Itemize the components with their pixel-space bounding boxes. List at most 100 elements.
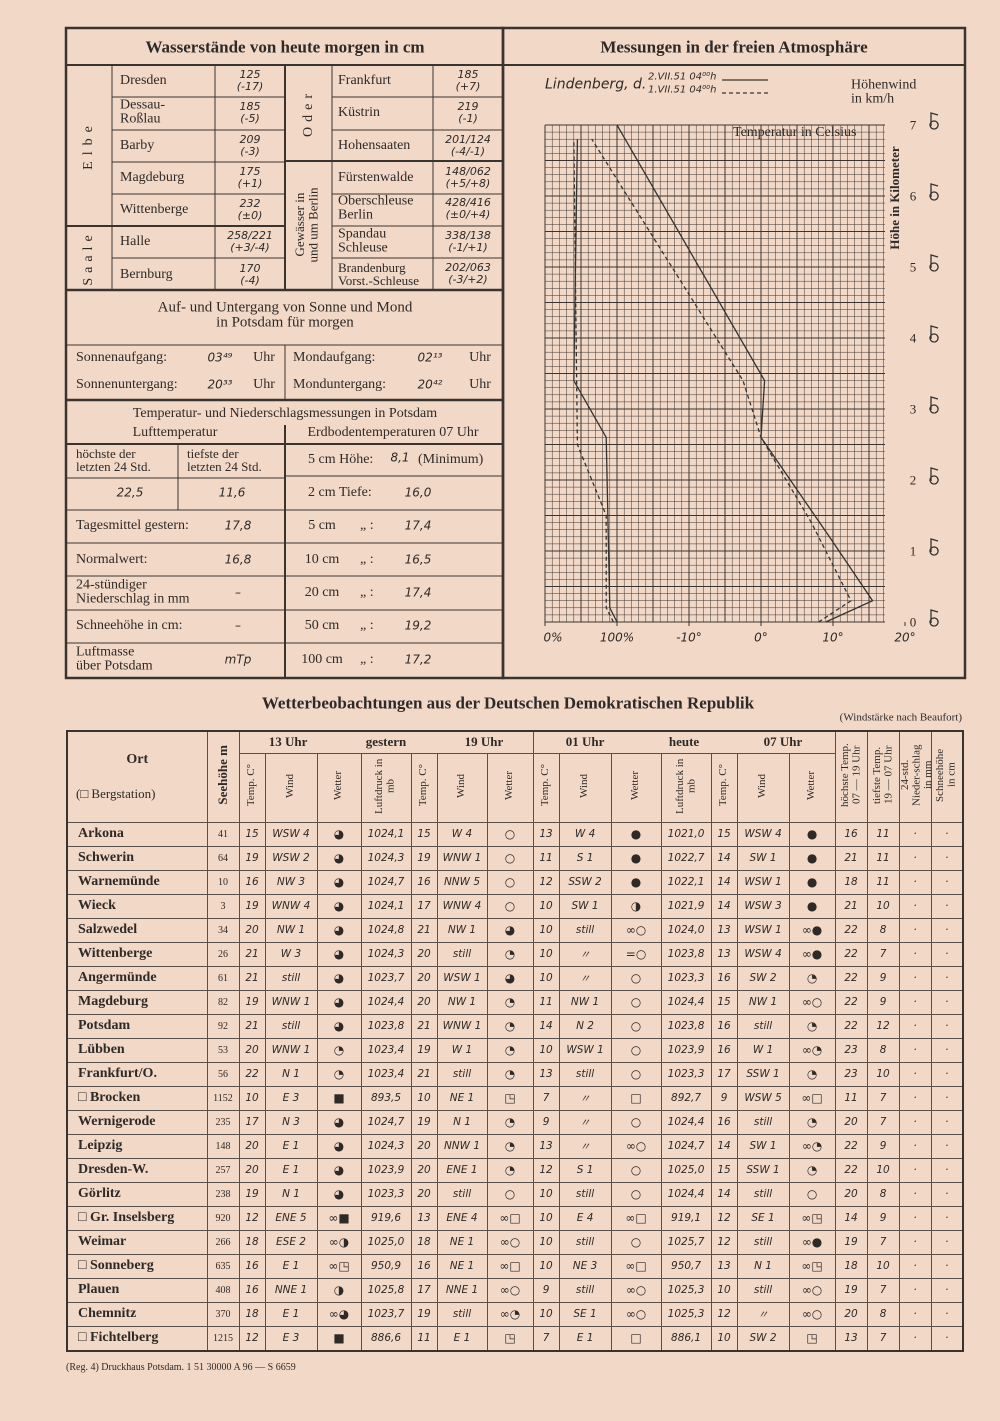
value: 17,2 bbox=[404, 652, 432, 667]
station-name: Halle bbox=[120, 233, 151, 249]
cell: ● bbox=[610, 869, 662, 895]
value: – bbox=[235, 585, 241, 600]
station-row: Arkona 41 15 WSW 4 ◕ 1024,1 15 W 4 ○ 13 W 4 ● 1021,0… bbox=[66, 821, 964, 847]
cell: 10 bbox=[866, 1253, 900, 1279]
cell: SW 1 bbox=[558, 893, 612, 919]
cell: 20 bbox=[238, 1157, 266, 1183]
header-cell: 13 Uhr gestern 19 Uhr bbox=[238, 730, 534, 754]
cell: ◕ bbox=[486, 965, 534, 991]
cell: NW 1 bbox=[436, 989, 488, 1015]
cell: ◔ bbox=[486, 1037, 534, 1063]
header-cell: Wind bbox=[558, 752, 612, 823]
cell: 3 bbox=[206, 893, 240, 919]
axis-label: Höhenwind in km/h bbox=[851, 77, 917, 107]
cell: 14 bbox=[710, 1181, 738, 1207]
group-label: 07 Uhr bbox=[763, 734, 803, 750]
cell: · bbox=[930, 845, 964, 871]
cell: ○ bbox=[486, 869, 534, 895]
header-cell: Wetter bbox=[486, 752, 534, 823]
station-row: Frankfurt/O. 56 22 N 1 ◔ 1023,4 21 still ◔ 13 stil… bbox=[66, 1061, 964, 1087]
cell: ∞◳ bbox=[316, 1253, 362, 1279]
cell: 11 bbox=[866, 845, 900, 871]
cell: 1024,1 bbox=[360, 893, 412, 919]
cell: ∞○ bbox=[610, 1133, 662, 1159]
cell: 〃 bbox=[558, 1133, 612, 1159]
cell: · bbox=[930, 1109, 964, 1135]
cell: 1025,8 bbox=[360, 1277, 412, 1303]
cell: 10 bbox=[532, 893, 560, 919]
cell: 10 bbox=[532, 1037, 560, 1063]
cell: · bbox=[930, 1301, 964, 1327]
wind-symbol bbox=[929, 609, 939, 627]
cell: 26 bbox=[206, 941, 240, 967]
cell: ∞○ bbox=[610, 1277, 662, 1303]
cell: ∞○ bbox=[788, 1277, 836, 1303]
column-header: Seehöhe m bbox=[215, 744, 231, 805]
station-row: Warnemünde 10 16 NW 3 ◕ 1024,7 16 NNW 5 ○ 12 SSW 2… bbox=[66, 869, 964, 895]
cell: 892,7 bbox=[660, 1085, 712, 1111]
wind-symbol bbox=[929, 325, 939, 343]
cell: NW 1 bbox=[736, 989, 790, 1015]
cell: 1023,8 bbox=[660, 1013, 712, 1039]
cell: 1024,0 bbox=[660, 917, 712, 943]
cell: 16 bbox=[710, 1109, 738, 1135]
station-name: Dresden bbox=[120, 72, 167, 88]
cell: 1023,9 bbox=[660, 1037, 712, 1063]
header-cell: Wind bbox=[264, 752, 318, 823]
cell: ∞□ bbox=[610, 1205, 662, 1231]
cell: · bbox=[898, 1013, 932, 1039]
cell: 11 bbox=[866, 869, 900, 895]
cell: WSW 2 bbox=[264, 845, 318, 871]
cell: 8 bbox=[866, 1037, 900, 1063]
cell: 370 bbox=[206, 1301, 240, 1327]
cell: W 3 bbox=[264, 941, 318, 967]
cell: 9 bbox=[710, 1085, 738, 1111]
column-header: 24-std. Nieder-schlag in mm bbox=[899, 744, 932, 806]
header-cell: Luftdruck in mb bbox=[660, 752, 712, 823]
water-level: 201/124 (-4/-1) bbox=[445, 132, 491, 158]
cell: 21 bbox=[410, 917, 438, 943]
event-time: 03⁴⁹ bbox=[207, 350, 233, 365]
cell: 10 bbox=[710, 1277, 738, 1303]
cell: 53 bbox=[206, 1037, 240, 1063]
cell: ◔ bbox=[316, 1037, 362, 1063]
cell: still bbox=[436, 1301, 488, 1327]
observations-table: Ort (□ Bergstation) Seehöhe m 13 Uhr gestern… bbox=[66, 730, 965, 1352]
cell: ● bbox=[788, 869, 836, 895]
cell: 1024,8 bbox=[360, 917, 412, 943]
group-label: 01 Uhr bbox=[565, 734, 605, 750]
cell: 10 bbox=[866, 1157, 900, 1183]
cell: WNW 4 bbox=[264, 893, 318, 919]
cell: 12 bbox=[710, 1301, 738, 1327]
cell: ○ bbox=[788, 1181, 836, 1207]
water-level: 232 (±0) bbox=[237, 196, 263, 222]
x-tick-label: 100% bbox=[599, 630, 635, 645]
note: (Windstärke nach Beaufort) bbox=[839, 711, 962, 724]
cell: ● bbox=[788, 893, 836, 919]
cell: WSW 1 bbox=[736, 917, 790, 943]
cell: 1023,4 bbox=[360, 1061, 412, 1087]
y-tick-label: 4 bbox=[909, 330, 917, 346]
cell: · bbox=[930, 821, 964, 847]
cell: ENE 4 bbox=[436, 1205, 488, 1231]
cell: 15 bbox=[410, 821, 438, 847]
cell: ● bbox=[788, 821, 836, 847]
water-level: 219 (-1) bbox=[457, 99, 479, 125]
cell: 22 bbox=[834, 965, 868, 991]
header-cell: Wetter bbox=[316, 752, 362, 823]
value: 16,0 bbox=[404, 485, 432, 500]
cell: 1021,9 bbox=[660, 893, 712, 919]
cell: 10 bbox=[532, 941, 560, 967]
cell: · bbox=[898, 1205, 932, 1231]
cell: ◕ bbox=[316, 1109, 362, 1135]
cell: E 1 bbox=[264, 1253, 318, 1279]
cell: NNW 1 bbox=[436, 1133, 488, 1159]
cell: 148 bbox=[206, 1133, 240, 1159]
cell: 9 bbox=[866, 989, 900, 1015]
cell: W 4 bbox=[558, 821, 612, 847]
cell: WNW 1 bbox=[264, 989, 318, 1015]
station-name: Schwerin bbox=[66, 845, 208, 871]
cell: ∞□ bbox=[788, 1085, 836, 1111]
cell: · bbox=[930, 1325, 964, 1351]
river-label: Saale bbox=[81, 230, 96, 286]
